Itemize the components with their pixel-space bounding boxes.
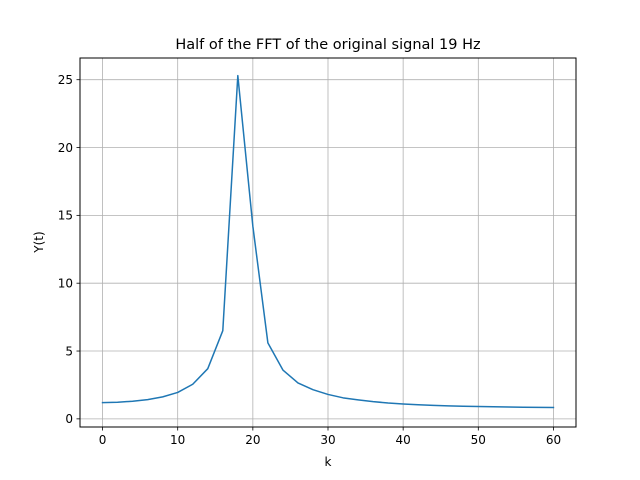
series-layer: [101, 74, 555, 409]
y-tick-label: 20: [58, 141, 73, 155]
x-tick-label: 60: [546, 433, 561, 447]
y-axis-label: Y(t): [32, 231, 46, 253]
x-tick-label: 50: [471, 433, 486, 447]
x-tick-label: 10: [170, 433, 185, 447]
series-line: [101, 74, 555, 409]
x-tick-label: 0: [99, 433, 107, 447]
tick-layer: 0 10 20 30 40 50 60 0 5 10 15 20 25: [58, 73, 561, 447]
chart-title: Half of the FFT of the original signal 1…: [175, 37, 480, 53]
y-tick-label: 5: [65, 344, 73, 358]
y-tick-label: 0: [65, 412, 73, 426]
x-tick-label: 40: [396, 433, 411, 447]
y-tick-label: 25: [58, 73, 73, 87]
x-tick-label: 30: [320, 433, 335, 447]
y-tick-label: 10: [58, 276, 73, 290]
x-axis-label: k: [325, 455, 332, 469]
grid-layer: [80, 58, 576, 427]
y-tick-label: 15: [58, 209, 73, 223]
x-tick-label: 20: [245, 433, 260, 447]
